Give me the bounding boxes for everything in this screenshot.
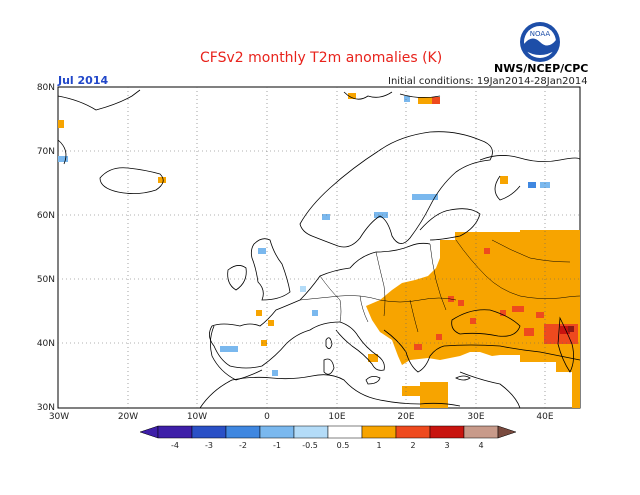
lon-label: 20W: [118, 412, 138, 422]
colorbar-cell: [225, 425, 261, 439]
lat-label: 50N: [37, 275, 55, 285]
colorbar-low-arrow: [139, 425, 159, 439]
colorbar-tick: -3: [205, 441, 213, 450]
colorbar-cell: [395, 425, 431, 439]
lat-label: 60N: [37, 211, 55, 221]
lon-label: 20E: [397, 412, 414, 422]
lon-label: 30E: [467, 412, 484, 422]
noaa-logo-text: NOAA: [530, 30, 551, 38]
colorbar-cell: [361, 425, 397, 439]
colorbar-tick: 0.5: [337, 441, 350, 450]
forecast-month: Jul 2014: [58, 74, 109, 87]
lat-label: 30N: [37, 403, 55, 413]
agency-label: NWS/NCEP/CPC: [494, 62, 589, 75]
colorbar-cell: [191, 425, 227, 439]
map-title: CFSv2 monthly T2m anomalies (K): [200, 50, 443, 66]
colorbar-cell: [463, 425, 499, 439]
colorbar-tick: 2: [410, 441, 415, 450]
colorbar-cell: [293, 425, 329, 439]
lat-label: 70N: [37, 147, 55, 157]
cool-anomaly-fill: [58, 96, 550, 376]
colorbar-tick: -4: [171, 441, 179, 450]
colorbar-tick: -2: [239, 441, 247, 450]
colorbar-cell: [157, 425, 193, 439]
colorbar-cell: [327, 425, 363, 439]
lat-label: 80N: [37, 83, 55, 93]
colorbar-tick: -1: [273, 441, 281, 450]
coastlines: [57, 89, 581, 409]
colorbar-legend: [139, 425, 517, 439]
colorbar-tick: 1: [376, 441, 381, 450]
lat-label: 40N: [37, 339, 55, 349]
colorbar-tick: 3: [444, 441, 449, 450]
colorbar-tick: -0.5: [302, 441, 318, 450]
lon-label: 10E: [328, 412, 345, 422]
lon-label: 30W: [49, 412, 69, 422]
initial-conditions: Initial conditions: 19Jan2014-28Jan2014: [388, 76, 588, 87]
lon-label: 40E: [536, 412, 553, 422]
country-borders: [299, 239, 581, 333]
graticule: [58, 87, 580, 408]
lon-label: 0: [264, 412, 270, 422]
colorbar-tick: 4: [478, 441, 483, 450]
lon-label: 10W: [187, 412, 207, 422]
colorbar-cell: [429, 425, 465, 439]
colorbar-high-arrow: [497, 425, 517, 439]
noaa-logo-icon: NOAA: [520, 22, 560, 62]
colorbar-cell: [259, 425, 295, 439]
